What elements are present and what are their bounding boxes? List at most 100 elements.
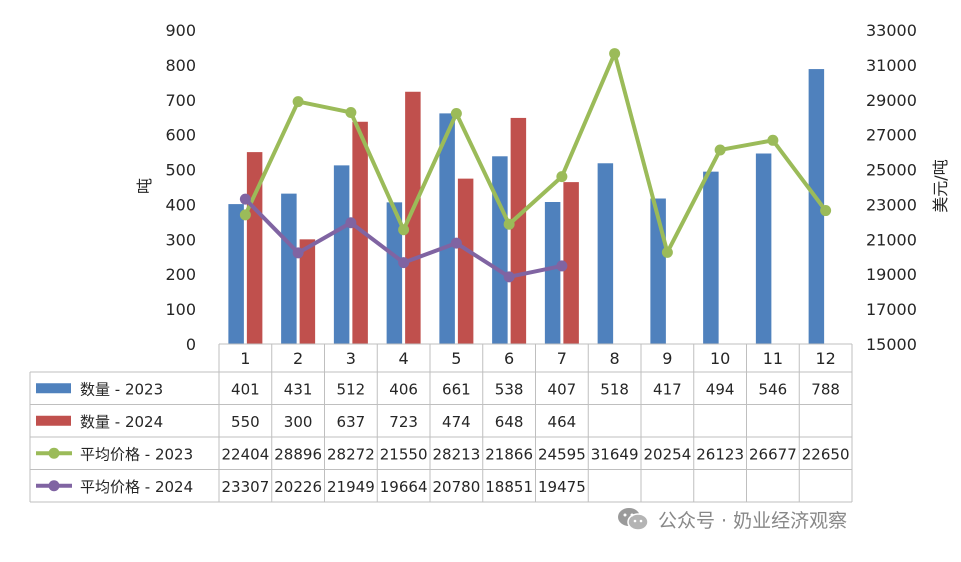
series-label: 数量 - 2024 — [80, 413, 163, 431]
line-point — [714, 144, 726, 156]
table-cell: 538 — [495, 380, 524, 398]
table-cell: 28272 — [327, 445, 375, 463]
x-tick-label: 1 — [240, 349, 250, 368]
line-point — [503, 218, 515, 230]
table-cell: 406 — [389, 380, 418, 398]
line-point — [345, 217, 357, 229]
x-tick-label: 6 — [504, 349, 514, 368]
table-cell: 637 — [337, 413, 366, 431]
table-cell: 18851 — [485, 478, 533, 496]
legend-key-bar — [36, 383, 71, 394]
series-line — [243, 51, 828, 255]
x-tick-label: 11 — [763, 349, 783, 368]
table-cell: 431 — [284, 380, 313, 398]
table-cell: 19475 — [538, 478, 586, 496]
table-cell: 26677 — [749, 445, 797, 463]
table-cell: 21949 — [327, 478, 375, 496]
y-right-tick-label: 31000 — [866, 56, 917, 75]
bar — [281, 193, 297, 344]
line-point — [292, 247, 304, 259]
bar — [755, 153, 772, 344]
table-cell: 26123 — [696, 445, 744, 463]
x-tick-label: 7 — [557, 349, 567, 368]
line-point — [398, 257, 410, 269]
table-cell: 20226 — [274, 478, 322, 496]
table-cell: 518 — [600, 380, 629, 398]
bar — [492, 156, 508, 344]
series-label: 数量 - 2023 — [80, 380, 163, 398]
table-cell: 21550 — [380, 445, 428, 463]
x-tick-label: 5 — [451, 349, 461, 368]
legend-key-marker — [48, 447, 60, 459]
table-cell: 788 — [811, 380, 840, 398]
table-cell: 494 — [706, 380, 735, 398]
x-tick-label: 3 — [346, 349, 356, 368]
table-cell: 661 — [442, 380, 471, 398]
bar — [228, 204, 244, 344]
line-point — [239, 193, 251, 205]
bar — [386, 202, 403, 344]
y-left-tick-label: 100 — [165, 300, 196, 319]
line-point — [556, 260, 568, 272]
x-tick-label: 10 — [710, 349, 730, 368]
bar — [439, 113, 455, 344]
table-cell: 22404 — [222, 445, 270, 463]
line-point — [820, 205, 832, 217]
table-cell: 31649 — [591, 445, 639, 463]
watermark-text: 公众号 · 奶业经济观察 — [658, 509, 848, 532]
legend-key-marker — [48, 480, 60, 492]
x-tick-label: 8 — [610, 349, 620, 368]
bar — [405, 91, 421, 345]
line-point — [239, 209, 251, 221]
watermark: 公众号 · 奶业经济观察 — [616, 503, 847, 535]
table-cell: 464 — [548, 413, 577, 431]
bar — [544, 202, 561, 344]
x-tick-label: 12 — [815, 349, 835, 368]
table-cell: 550 — [231, 413, 260, 431]
bar — [352, 121, 368, 344]
y-right-tick-label: 27000 — [866, 126, 917, 145]
bar — [457, 178, 474, 344]
table-cell: 22650 — [802, 445, 850, 463]
line-series — [239, 48, 832, 283]
x-tick-label: 2 — [293, 349, 303, 368]
table-cell: 512 — [337, 380, 366, 398]
table-cell: 401 — [231, 380, 260, 398]
bar — [299, 239, 316, 344]
bar-series — [228, 69, 825, 345]
table-cell: 21866 — [485, 445, 533, 463]
table-cell: 28896 — [274, 445, 322, 463]
bar — [703, 171, 719, 344]
series-label: 平均价格 - 2024 — [80, 478, 193, 496]
y-right-tick-label: 17000 — [866, 300, 917, 319]
y-right-tick-label: 25000 — [866, 161, 917, 180]
y-left-tick-label: 400 — [165, 195, 196, 214]
y-left-tick-label: 900 — [165, 21, 196, 40]
table-cell: 723 — [389, 413, 418, 431]
line-point — [609, 48, 621, 60]
table-cell: 300 — [284, 413, 313, 431]
line-point — [767, 134, 779, 146]
y-right-axis-title: 美元/吨 — [931, 159, 950, 212]
legend-key-bar — [36, 415, 71, 426]
table-cell: 20780 — [433, 478, 481, 496]
y-left-axis-title: 吨 — [135, 178, 154, 194]
table-cell: 19664 — [380, 478, 428, 496]
y-right-tick-label: 29000 — [866, 91, 917, 110]
line-point — [450, 237, 462, 249]
bar — [808, 69, 825, 344]
y-left-tick-label: 500 — [165, 161, 196, 180]
line-point — [292, 96, 304, 108]
y-right-tick-label: 19000 — [866, 265, 917, 284]
x-tick-label: 4 — [399, 349, 409, 368]
table-cell: 24595 — [538, 445, 586, 463]
y-right-tick-label: 23000 — [866, 195, 917, 214]
line-point — [661, 246, 673, 258]
y-right-tick-label: 33000 — [866, 21, 917, 40]
y-left-tick-label: 800 — [165, 56, 196, 75]
bar — [597, 163, 614, 344]
y-right-tick-label: 21000 — [866, 230, 917, 249]
y-right-tick-label: 15000 — [866, 335, 917, 354]
